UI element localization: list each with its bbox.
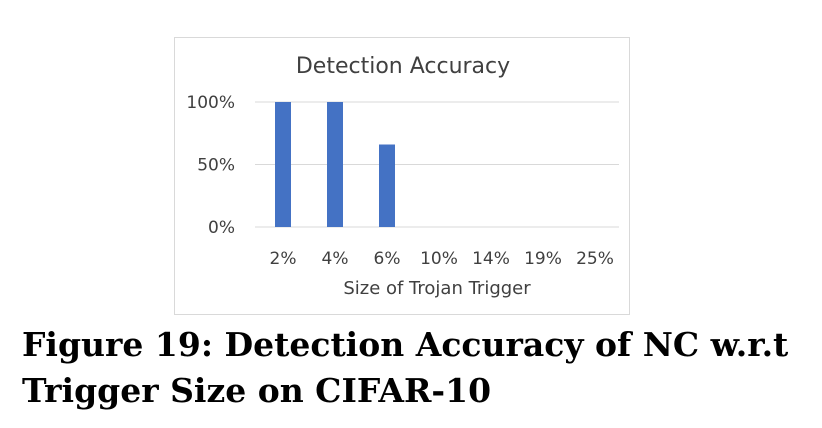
y-tick-label: 0% [208, 218, 235, 238]
x-tick-label: 6% [374, 249, 401, 269]
y-tick-label: 100% [186, 93, 235, 113]
x-tick-label: 19% [524, 249, 562, 269]
bar-2pct [275, 102, 291, 227]
x-tick-label: 4% [322, 249, 349, 269]
x-tick-label: 14% [472, 249, 510, 269]
bar-chart: Detection Accuracy 0% 50% 100% 2% 4% 6% 10% 14… [186, 54, 619, 299]
bars [275, 102, 395, 227]
x-axis-ticks: 2% 4% 6% 10% 14% 19% 25% [270, 249, 614, 269]
x-axis-label: Size of Trojan Trigger [343, 278, 531, 299]
x-tick-label: 25% [576, 249, 614, 269]
y-tick-label: 50% [197, 156, 235, 176]
bar-4pct [327, 102, 343, 227]
x-tick-label: 10% [420, 249, 458, 269]
bar-6pct [379, 144, 395, 227]
chart-title: Detection Accuracy [296, 54, 510, 79]
y-axis-ticks: 0% 50% 100% [186, 93, 235, 238]
chart-area: Detection Accuracy 0% 50% 100% 2% 4% 6% 10% 14… [174, 37, 630, 315]
figure-caption: Figure 19: Detection Accuracy of NC w.r.… [22, 325, 789, 410]
x-tick-label: 2% [270, 249, 297, 269]
gridlines [255, 101, 619, 228]
